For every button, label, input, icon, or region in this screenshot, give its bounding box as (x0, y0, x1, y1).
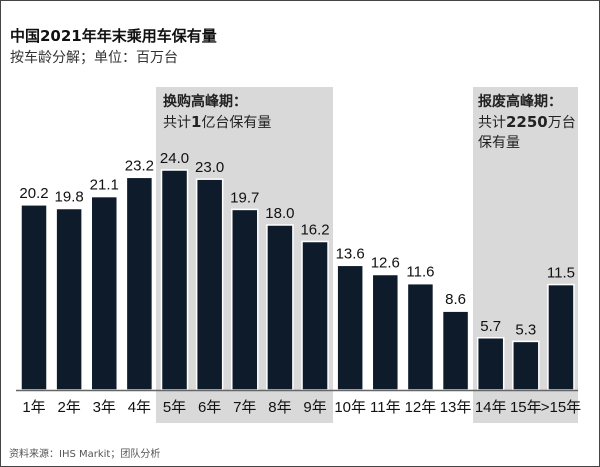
note-text: 共计 (163, 115, 191, 131)
category-label: 2年 (57, 399, 80, 416)
note-heading: 报废高峰期： (478, 94, 562, 110)
category-label: 15年 (510, 399, 542, 416)
value-label: 13.6 (336, 245, 365, 262)
category-label: 11年 (370, 399, 401, 416)
bar (301, 240, 329, 391)
bar (336, 264, 364, 391)
bar (266, 224, 294, 391)
bar (406, 282, 435, 391)
value-label: 11.5 (547, 265, 575, 282)
value-label: 21.1 (90, 177, 119, 194)
note-number: 1 (191, 113, 202, 131)
category-label: 9年 (303, 399, 326, 416)
category-label: 10年 (334, 399, 366, 416)
bar (547, 283, 575, 391)
category-label: 14年 (475, 399, 507, 416)
bar (441, 310, 470, 391)
note-number: 2250 (506, 113, 548, 131)
note-text: 万台 (547, 115, 576, 131)
category-label: 1年 (22, 399, 45, 416)
category-label: >15年 (541, 399, 581, 416)
bar (20, 204, 48, 391)
category-label: 7年 (233, 399, 256, 416)
value-label: 16.2 (300, 222, 329, 239)
bar (476, 337, 505, 391)
value-label: 5.7 (480, 318, 501, 335)
bar (90, 195, 119, 391)
bar (231, 208, 259, 391)
value-label: 18.0 (265, 205, 294, 222)
category-label: 5年 (163, 399, 186, 416)
note-text: 亿台保有量 (201, 115, 272, 131)
value-label: 24.0 (160, 150, 189, 167)
scrappage-peak-note: 报废高峰期： 共计2250万台 保有量 (478, 92, 576, 153)
category-label: 8年 (268, 399, 291, 416)
note-heading: 换购高峰期： (163, 94, 247, 110)
category-label: 13年 (440, 399, 472, 416)
bar (160, 169, 189, 391)
value-label: 12.6 (371, 255, 400, 272)
category-label: 6年 (198, 399, 221, 416)
category-label: 3年 (93, 399, 116, 416)
note-text: 保有量 (478, 135, 520, 151)
value-label: 23.2 (125, 157, 154, 174)
chart-title: 中国2021年年末乘用车保有量 (10, 27, 217, 45)
replacement-peak-note: 换购高峰期： 共计1亿台保有量 (163, 92, 271, 133)
value-label: 5.3 (515, 321, 536, 338)
note-text: 共计 (478, 115, 506, 131)
bar (125, 176, 154, 391)
value-label: 8.6 (445, 291, 466, 308)
bar (55, 207, 83, 391)
source-note: 资料来源：IHS Markit；团队分析 (9, 449, 161, 460)
bar (371, 273, 400, 391)
category-label: 4年 (128, 399, 151, 416)
bar (195, 178, 224, 391)
chart-subtitle: 按车龄分解；单位：百万台 (10, 50, 178, 66)
value-label: 20.2 (19, 185, 48, 202)
value-label: 19.8 (55, 189, 84, 206)
value-label: 19.7 (230, 189, 259, 206)
value-label: 23.0 (195, 159, 224, 176)
bar (512, 340, 540, 391)
category-label: 12年 (405, 399, 437, 416)
value-label: 11.6 (406, 264, 434, 281)
